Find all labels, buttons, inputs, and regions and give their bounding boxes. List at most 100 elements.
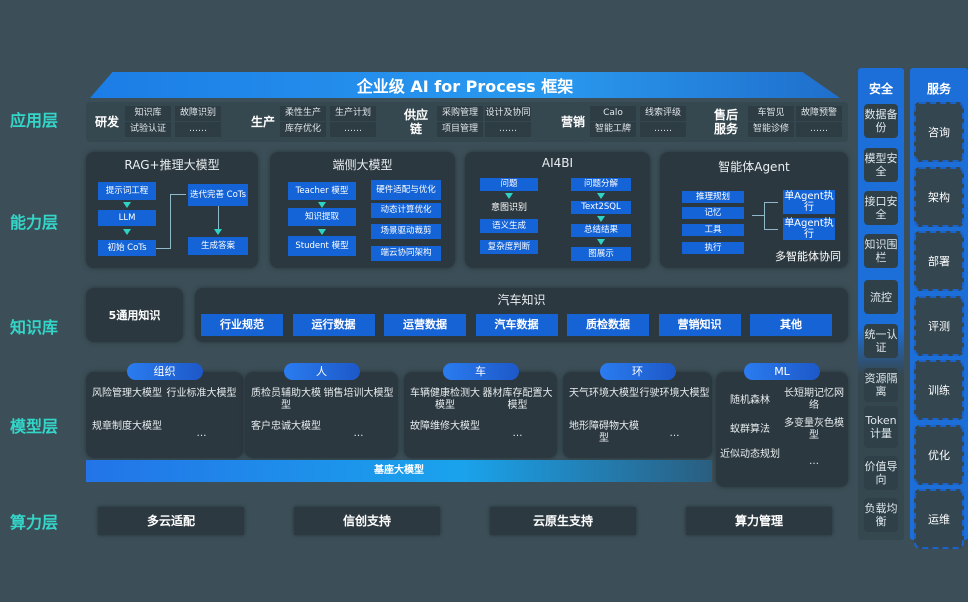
model-item: 客户忠诚大模型	[251, 421, 321, 432]
compute-item[interactable]: 信创支持	[294, 507, 440, 535]
knowledge-item[interactable]: 行业规范	[201, 314, 283, 336]
model-panel-0	[86, 372, 243, 458]
app-item: ……	[485, 122, 531, 137]
app-item: 线索评级	[640, 106, 686, 121]
model-tag: 车	[442, 363, 519, 380]
flow-box: LLM	[98, 210, 156, 226]
connector	[218, 206, 219, 230]
model-panel-2	[404, 372, 557, 458]
flow-label: 意图识别	[490, 203, 527, 213]
security-item[interactable]: 接口安全	[864, 191, 898, 225]
connector	[764, 229, 778, 230]
knowledge-item[interactable]: 运营数据	[384, 314, 466, 336]
service-item[interactable]: 咨询	[914, 102, 964, 162]
layer-label-capability: 能力层	[10, 213, 59, 232]
app-group-label: 供应链	[403, 108, 428, 136]
service-item[interactable]: 评测	[914, 295, 964, 356]
model-item: …	[512, 428, 523, 439]
model-item: 规章制度大模型	[92, 421, 162, 432]
model-panel-4	[716, 372, 848, 487]
security-item[interactable]: 价值导向	[864, 456, 898, 490]
app-item: 知识库	[125, 106, 171, 121]
general-knowledge: 5通用知识	[86, 288, 183, 342]
flow-box: 场景驱动裁剪	[371, 224, 441, 239]
flow-box: 知识提取	[288, 208, 356, 226]
flow-box: 总结结果	[571, 224, 631, 237]
connector	[752, 215, 764, 216]
knowledge-item[interactable]: 营销知识	[658, 314, 741, 336]
flow-box: 语义生成	[480, 219, 538, 233]
knowledge-item[interactable]: 其他	[750, 314, 832, 336]
arrow-down-icon	[505, 193, 513, 199]
flow-box: 动态计算优化	[371, 203, 441, 218]
panel-title: 端侧大模型	[332, 158, 393, 172]
model-item: 天气环境大模型	[569, 388, 639, 399]
arrow-down-icon	[123, 229, 131, 235]
app-group-label: 营销	[560, 115, 585, 129]
flow-box: 执行	[682, 242, 744, 254]
flow-box: 端云协同架构	[371, 246, 441, 261]
arrow-down-icon	[597, 216, 605, 222]
connector	[170, 194, 171, 249]
layer-label-app: 应用层	[10, 111, 59, 130]
model-item: 行业标准大模型	[166, 388, 237, 399]
model-tag: 人	[283, 363, 360, 380]
agent-footer: 多智能体协同	[775, 250, 841, 263]
arrow-down-icon	[597, 193, 605, 199]
service-item[interactable]: 训练	[914, 360, 964, 420]
service-item[interactable]: 优化	[914, 424, 964, 485]
connector	[764, 202, 765, 229]
app-item: Calo	[590, 106, 636, 121]
app-item: 故障识别	[175, 106, 221, 121]
arrow-down-icon	[318, 229, 326, 235]
security-title: 安全	[868, 82, 893, 96]
model-item: 风险管理大模型	[92, 388, 162, 399]
model-item: 车辆健康检测大模型	[410, 388, 480, 411]
layer-label-knowledge: 知识库	[10, 318, 59, 337]
knowledge-item[interactable]: 质检数据	[567, 314, 649, 336]
model-item: 销售培训大模型	[323, 388, 394, 399]
flow-box: 工具	[682, 224, 744, 236]
flow-box: Text2SQL	[571, 201, 631, 214]
arrow-down-icon	[597, 239, 605, 245]
service-item[interactable]: 架构	[914, 166, 964, 227]
panel-title: RAG+推理大模型	[124, 158, 220, 172]
model-panel-1	[245, 372, 398, 458]
security-item[interactable]: 模型安全	[864, 148, 898, 182]
arrow-down-icon	[214, 229, 222, 235]
app-item: 采购管理	[437, 106, 483, 121]
flow-box: 单Agent执行	[783, 218, 835, 240]
model-tag: ML	[744, 363, 820, 380]
security-item[interactable]: 流控	[864, 280, 898, 314]
app-item: 智能工牌	[590, 122, 636, 137]
compute-item[interactable]: 云原生支持	[490, 507, 636, 535]
security-item[interactable]: 知识围栏	[864, 234, 898, 268]
model-item: …	[809, 456, 819, 467]
flow-box: 问题	[480, 178, 538, 191]
security-item[interactable]: Token计量	[864, 406, 898, 448]
flow-box: 复杂度判断	[480, 240, 538, 254]
app-item: 车智见	[748, 106, 794, 121]
app-group-label: 研发	[94, 115, 119, 129]
service-item[interactable]: 部署	[914, 231, 964, 291]
app-item: 设计及协同	[485, 106, 531, 121]
security-item[interactable]: 统一认证	[864, 324, 898, 358]
app-group-label: 生产	[250, 115, 275, 129]
connector	[170, 194, 186, 195]
service-item[interactable]: 运维	[914, 489, 964, 549]
security-item[interactable]: 数据备份	[864, 104, 898, 138]
knowledge-item[interactable]: 运行数据	[292, 314, 375, 336]
model-panel-3	[563, 372, 712, 458]
app-item: ……	[330, 122, 376, 137]
model-tag: 组织	[126, 363, 203, 380]
flow-box: 生成答案	[188, 237, 248, 255]
framework-title: 企业级 AI for Process 框架	[90, 72, 840, 98]
model-item: …	[669, 428, 680, 439]
compute-item[interactable]: 算力管理	[686, 507, 832, 535]
base-model-bar: 基座大模型	[86, 460, 712, 482]
security-item[interactable]: 资源隔离	[864, 368, 898, 402]
security-item[interactable]: 负载均衡	[864, 498, 898, 532]
compute-item[interactable]: 多云适配	[98, 507, 244, 535]
knowledge-item[interactable]: 汽车数据	[475, 314, 558, 336]
app-item: 试验认证	[125, 122, 171, 137]
